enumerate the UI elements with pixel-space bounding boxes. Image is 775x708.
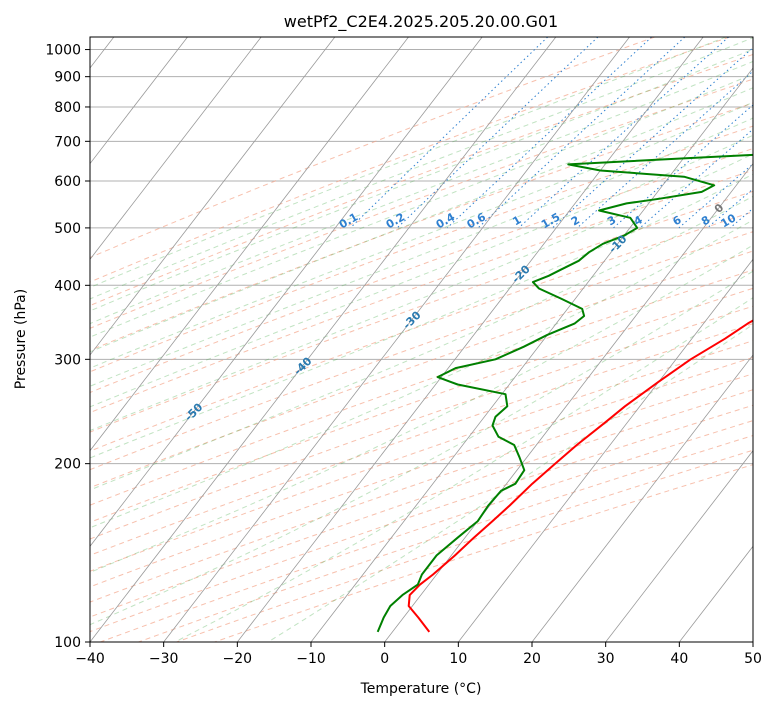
moist-adiabat	[90, 219, 753, 529]
x-tick-label: −10	[296, 651, 326, 667]
moist-adiabat	[90, 73, 753, 338]
mixing-ratio-line	[396, 37, 599, 229]
y-tick-label: 200	[54, 457, 81, 473]
x-tick-label: −30	[149, 651, 179, 667]
y-axis-label: Pressure (hPa)	[13, 289, 29, 389]
isotherm-line	[90, 37, 557, 642]
dry-adiabat	[90, 269, 753, 506]
moist-adiabat	[90, 117, 753, 387]
y-tick-label: 100	[54, 635, 81, 651]
skewed-isotherms	[90, 37, 753, 642]
dry-adiabat	[90, 53, 753, 307]
isotherm-line	[458, 258, 753, 642]
x-tick-label: 0	[380, 651, 389, 667]
y-axis-ticks: 100 200 300 400 500 600 700 800 900 1000	[45, 43, 90, 651]
x-axis-ticks: −40 −30 −20 −10 0 10 20 30 40 50	[75, 642, 762, 667]
mixing-ratio-line	[639, 128, 753, 229]
x-tick-label: 10	[449, 651, 467, 667]
y-tick-label: 500	[54, 221, 81, 237]
isotherm-line	[90, 37, 409, 452]
x-tick-label: −40	[75, 651, 105, 667]
isotherm-line	[605, 450, 753, 642]
isotherm-line	[237, 37, 704, 642]
y-tick-label: 800	[54, 100, 81, 116]
y-tick-label: 600	[54, 174, 81, 190]
moist-adiabat	[90, 270, 753, 626]
moist-adiabat	[90, 48, 753, 312]
profile-series	[376, 153, 753, 633]
dry-adiabat	[90, 231, 753, 471]
x-axis-label: Temperature (°C)	[360, 681, 482, 697]
mixing-ratio-line	[576, 70, 753, 229]
y-tick-label: 300	[54, 352, 81, 368]
y-tick-label: 700	[54, 134, 81, 150]
y-tick-label: 900	[54, 70, 81, 86]
mixing-ratio-line	[350, 37, 549, 229]
chart-title: wetPf2_C2E4.2025.205.20.00.G01	[284, 12, 558, 32]
x-tick-label: 50	[744, 651, 762, 667]
dry-adiabat	[90, 190, 753, 433]
isotherm-line	[310, 67, 753, 642]
dry-adiabat	[90, 340, 753, 572]
temperature-line	[407, 319, 753, 633]
x-tick-label: 40	[670, 651, 688, 667]
dry-adiabat	[90, 37, 655, 259]
dry-adiabat	[90, 287, 753, 523]
isotherm-line	[90, 37, 483, 547]
moist-adiabat	[90, 87, 753, 353]
moist-adiabat	[90, 134, 753, 408]
mixing-ratio-lines	[350, 37, 753, 229]
x-tick-label: 30	[597, 651, 615, 667]
isotherm-line	[531, 354, 753, 642]
isotherm-line	[90, 37, 262, 260]
dry-adiabat	[90, 373, 753, 603]
x-tick-label: −20	[223, 651, 253, 667]
y-tick-label: 1000	[45, 43, 81, 59]
dry-adiabat	[90, 125, 753, 373]
isotherm-line	[90, 37, 336, 356]
dry-adiabat	[90, 169, 753, 414]
dry-adiabat	[90, 102, 753, 351]
y-tick-label: 400	[54, 278, 81, 294]
isotherm-line	[163, 37, 630, 642]
mixing-ratio-line	[552, 47, 753, 229]
x-tick-label: 20	[523, 651, 541, 667]
moist-adiabat	[90, 101, 753, 369]
dewpoint-line	[376, 153, 753, 633]
moist-adiabat	[267, 323, 753, 642]
isotherm-line	[384, 162, 753, 642]
moist-adiabat	[90, 37, 727, 288]
dry-adiabat	[90, 323, 753, 556]
plot-frame	[89, 36, 754, 643]
plot-area	[90, 37, 753, 642]
mixing-ratio-line	[446, 37, 652, 229]
isotherm-line	[90, 37, 188, 165]
